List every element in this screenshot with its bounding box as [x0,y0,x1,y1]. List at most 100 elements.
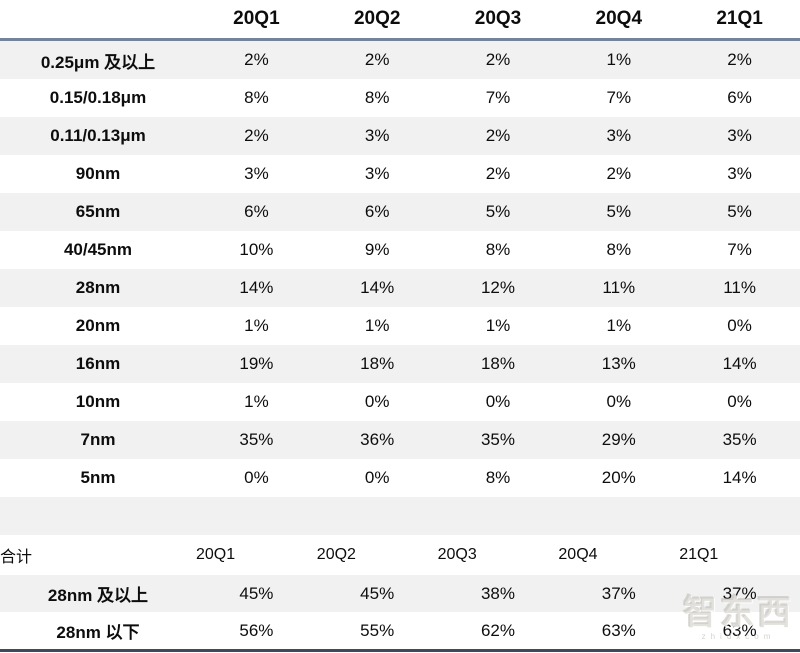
cell-value: 2% [606,164,632,183]
cell-value: 2% [485,126,511,145]
table-row: 0.15/0.18μm 8% 8% 7% 7% 6% [0,79,800,117]
main-table-body: 0.25μm 及以上 2% 2% 2% 1% 2% 0.15/0.18μm 8% 8% 7% 7% 6… [0,41,800,497]
row-label: 0.25μm 及以上 [40,52,156,72]
cell-value: 29% [601,430,636,449]
row-label: 5nm [80,468,116,487]
cell-value: 35% [480,430,515,449]
cell-value: 0% [606,392,632,411]
summary-table-body: 28nm 及以上 45% 45% 38% 37% 37% 28nm 以下 56% 55% 62% 6… [0,575,800,649]
table-row: 28nm 及以上 45% 45% 38% 37% 37% [0,575,800,612]
cell-value: 2% [485,164,511,183]
cell-value: 0% [244,468,269,487]
column-header: 20Q3 [474,8,522,29]
cell-value: 20% [601,468,636,487]
column-header: 20Q4 [595,8,643,29]
table-row: 0.11/0.13μm 2% 3% 2% 3% 3% [0,117,800,155]
column-header: 20Q2 [316,546,356,563]
column-header: 20Q4 [558,546,598,563]
table-row: 16nm 19% 18% 18% 13% 14% [0,345,800,383]
cell-value: 14% [239,278,274,297]
cell-value: 13% [601,354,636,373]
table-row: 40/45nm 10% 9% 8% 8% 7% [0,231,800,269]
cell-value: 1% [244,392,269,411]
cell-value: 2% [244,50,269,69]
main-header-row: 20Q1 20Q2 20Q3 20Q4 21Q1 [0,0,800,38]
cell-value: 1% [606,50,632,69]
cell-value: 7% [485,88,511,107]
cell-value: 38% [480,583,515,603]
cell-value: 2% [364,50,390,69]
column-header: 21Q1 [679,546,719,563]
cell-value: 0% [364,392,390,411]
cell-value: 3% [727,126,752,145]
summary-header-row: 合计 20Q1 20Q2 20Q3 20Q4 21Q1 [0,535,800,575]
cell-value: 35% [722,430,757,449]
cell-value: 3% [727,164,752,183]
cell-value: 1% [364,316,390,335]
cell-value: 2% [244,126,269,145]
cell-value: 0% [364,468,390,487]
cell-value: 8% [364,88,390,107]
cell-value: 2% [727,50,752,69]
cell-value: 45% [360,583,395,603]
cell-value: 8% [485,240,511,259]
row-label: 10nm [75,392,121,411]
row-label: 0.11/0.13μm [50,126,146,145]
header-divider [0,38,800,41]
table-row: 28nm 以下 56% 55% 62% 63% 63% [0,612,800,649]
cell-value: 5% [485,202,511,221]
column-header: 20Q2 [353,8,401,29]
column-header: 20Q3 [437,546,477,563]
row-label: 20nm [75,316,121,335]
cell-value: 9% [364,240,390,259]
row-label: 16nm [75,354,121,373]
cell-value: 3% [364,164,390,183]
cell-value: 1% [606,316,632,335]
cell-value: 1% [485,316,511,335]
cell-value: 37% [601,583,636,603]
cell-value: 0% [727,392,752,411]
cell-value: 6% [364,202,390,221]
cell-value: 6% [727,88,752,107]
cell-value: 3% [364,126,390,145]
cell-value: 18% [480,354,515,373]
table-row: 10nm 1% 0% 0% 0% 0% [0,383,800,421]
row-label: 40/45nm [63,240,133,259]
column-header: 20Q1 [196,546,236,563]
cell-value: 18% [360,354,395,373]
table-row: 65nm 6% 6% 5% 5% 5% [0,193,800,231]
table-row: 20nm 1% 1% 1% 1% 0% [0,307,800,345]
row-label: 7nm [80,430,116,449]
cell-value: 19% [239,354,274,373]
cell-value: 14% [722,468,757,487]
cell-value: 37% [722,583,757,603]
cell-value: 3% [606,126,632,145]
cell-value: 12% [480,278,515,297]
cell-value: 3% [244,164,269,183]
cell-value: 7% [606,88,632,107]
cell-value: 5% [727,202,752,221]
cell-value: 14% [360,278,395,297]
cell-value: 56% [239,620,274,640]
column-header: 20Q1 [233,8,280,29]
cell-value: 14% [722,354,757,373]
row-label: 0.15/0.18μm [49,88,147,107]
cell-value: 6% [244,202,269,221]
cell-value: 45% [239,583,274,603]
row-label: 90nm [75,164,121,183]
row-label: 28nm 以下 [56,623,140,642]
cell-value: 8% [485,468,511,487]
corner-header: 合计 [0,549,33,566]
cell-value: 63% [722,620,757,640]
cell-value: 63% [601,620,636,640]
cell-value: 8% [606,240,632,259]
cell-value: 11% [602,278,636,297]
cell-value: 1% [244,316,269,335]
bottom-divider [0,649,800,652]
row-label: 65nm [75,202,121,221]
cell-value: 8% [244,88,269,107]
cell-value: 11% [723,278,756,297]
cell-value: 55% [360,620,395,640]
spacer-row [0,497,800,535]
